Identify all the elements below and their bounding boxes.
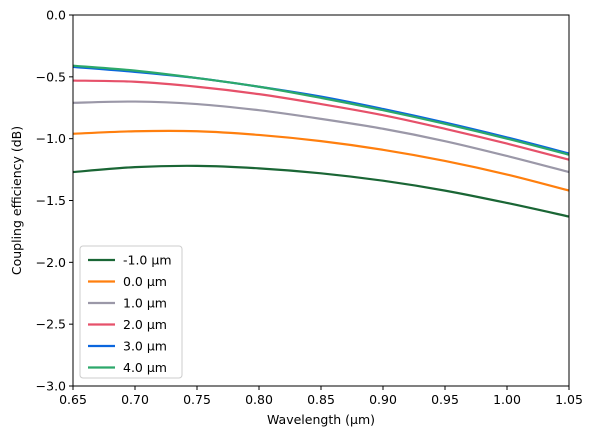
x-tick-label: 0.80 — [245, 392, 273, 407]
y-tick-label: −0.5 — [36, 69, 66, 84]
x-tick-label: 0.65 — [59, 392, 87, 407]
y-tick-label: 0.0 — [46, 8, 66, 23]
legend-label: 4.0 μm — [123, 360, 167, 375]
legend-label: 0.0 μm — [123, 274, 167, 289]
x-tick-label: 0.75 — [183, 392, 211, 407]
legend: -1.0 μm 0.0 μm 1.0 μm 2.0 μm 3.0 μm 4.0 μm — [79, 245, 183, 379]
y-axis-ticks: −3.0 −2.5 −2.0 −1.5 −1.0 −0.5 0.0 — [36, 8, 73, 394]
y-tick-label: −3.0 — [36, 379, 66, 394]
y-tick-label: −1.0 — [36, 131, 66, 146]
x-tick-label: 0.95 — [431, 392, 459, 407]
y-tick-label: −1.5 — [36, 193, 66, 208]
x-tick-label: 0.90 — [369, 392, 397, 407]
x-tick-label: 0.70 — [121, 392, 149, 407]
legend-label: 1.0 μm — [123, 296, 167, 311]
x-axis-ticks: 0.65 0.70 0.75 0.80 0.85 0.90 0.95 1.00 1.05 — [59, 386, 583, 407]
series-layer — [72, 64, 570, 218]
y-tick-label: −2.5 — [36, 317, 66, 332]
x-axis-label: Wavelength (μm) — [267, 412, 375, 427]
series-line-1 — [72, 129, 570, 192]
y-axis-label: Coupling efficiency (dB) — [9, 126, 24, 275]
x-tick-label: 1.05 — [555, 392, 583, 407]
legend-label: 3.0 μm — [123, 339, 167, 354]
series-line-5 — [72, 64, 570, 156]
y-tick-label: −2.0 — [36, 255, 66, 270]
legend-label: -1.0 μm — [123, 253, 172, 268]
x-tick-label: 1.00 — [493, 392, 521, 407]
x-tick-label: 0.85 — [307, 392, 335, 407]
series-line-2 — [72, 100, 570, 174]
legend-label: 2.0 μm — [123, 317, 167, 332]
series-line-0 — [72, 164, 570, 218]
series-line-3 — [72, 79, 570, 161]
